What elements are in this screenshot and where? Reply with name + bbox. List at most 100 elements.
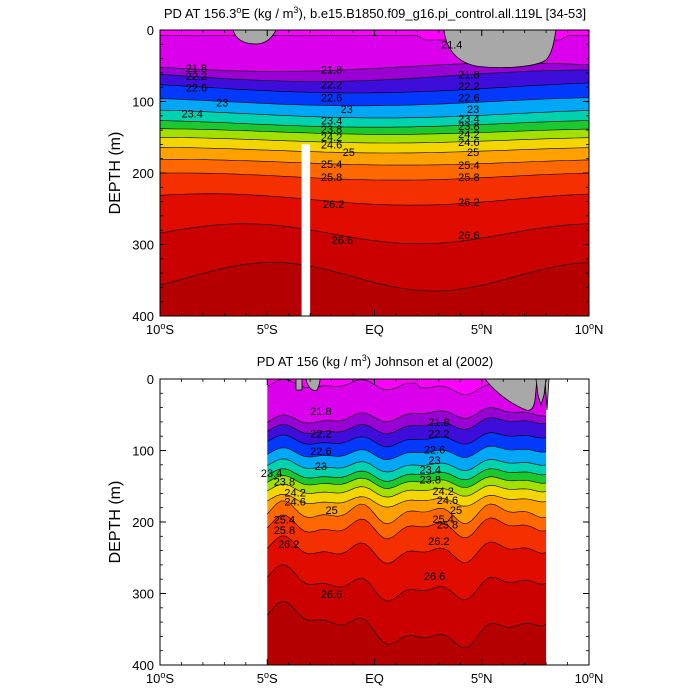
- bottom-density-band: [267, 494, 547, 524]
- bottom-density-band: [267, 379, 547, 424]
- top-contour-line: [160, 172, 589, 181]
- top-axes: 10oS 5oS EQ 5oN 10oN 0 100 200 300 400: [132, 23, 603, 337]
- top-y-tick-label: 400: [132, 309, 154, 324]
- bottom-contour-label: 21.8: [428, 417, 449, 429]
- bottom-contour-label: 22.6: [310, 446, 331, 458]
- top-contour-label: 24.2: [458, 129, 479, 141]
- top-contour-label: 25.4: [321, 159, 342, 171]
- bottom-x-tick-label: 10oS: [146, 670, 174, 686]
- top-density-band: [160, 97, 589, 118]
- top-contour-line: [160, 120, 589, 128]
- top-contour-label: 22.6: [321, 93, 342, 105]
- top-density-band: [160, 262, 589, 316]
- bottom-contour-label: 22.6: [424, 444, 445, 456]
- top-contour-line: [160, 109, 589, 119]
- top-contour-label: 21.8: [186, 63, 207, 75]
- bottom-land-hump: [305, 379, 321, 391]
- top-contour-line: [160, 159, 589, 166]
- top-x-tick-label: 5oS: [257, 321, 278, 337]
- bottom-contour-label: 25.4: [432, 514, 453, 526]
- top-density-band: [160, 110, 589, 128]
- bottom-density-band: [267, 535, 547, 601]
- bottom-contour-label: 26.2: [278, 539, 299, 551]
- bottom-contour-label: 25: [450, 505, 462, 517]
- top-y-tick-label: 300: [132, 238, 154, 253]
- top-contour-label: 25: [467, 147, 479, 159]
- top-contour-label: 24.2: [321, 132, 342, 144]
- bottom-y-axis-title: DEPTH (m): [107, 481, 124, 564]
- bottom-contour-label: 24.6: [284, 497, 305, 509]
- top-contour-label: 23.8: [458, 121, 479, 133]
- top-x-tick-label: 10oN: [575, 321, 604, 337]
- top-contour-label: 26.6: [458, 230, 479, 242]
- top-x-tick-label: EQ: [365, 322, 384, 337]
- top-contour-line: [160, 262, 589, 292]
- bottom-contour-labels: 21.822.222.62323.423.824.224.62525.425.8…: [261, 406, 462, 601]
- bottom-contour-label: 21.8: [310, 406, 331, 418]
- bottom-contour-line: [267, 564, 547, 602]
- top-contour-label: 23: [467, 104, 479, 116]
- bottom-density-band: [267, 475, 547, 498]
- top-contour-label: 24.6: [458, 137, 479, 149]
- bottom-contour-label: 25.4: [274, 514, 295, 526]
- bottom-contour-label: 26.6: [321, 589, 342, 601]
- top-x-tick-label: 5oN: [471, 321, 493, 337]
- bottom-x-tick-label: 5oN: [471, 670, 493, 686]
- bottom-density-band: [267, 515, 547, 564]
- bottom-y-tick-label: 100: [132, 444, 154, 459]
- bottom-panel: PD AT 156 (kg / m3) Johnson et al (2002)…: [107, 353, 603, 686]
- top-contour-label: 26.2: [323, 199, 344, 211]
- bottom-density-band: [267, 468, 547, 489]
- bottom-contour-label: 23: [315, 461, 327, 473]
- bottom-land-mask: [295, 379, 550, 411]
- top-contour-labels: 21.421.822.222.62323.421.822.222.62323.4…: [181, 40, 479, 247]
- bottom-contour-label: 24.2: [284, 487, 305, 499]
- top-contour-label: 26.2: [458, 197, 479, 209]
- bottom-x-tick-label: 10oN: [575, 670, 604, 686]
- top-contour-label: 22.2: [186, 71, 207, 83]
- top-contour-line: [160, 82, 589, 94]
- top-density-band: [160, 70, 589, 93]
- top-y-tick-label: 100: [132, 95, 154, 110]
- bottom-contour-label: 23.4: [261, 468, 282, 480]
- top-contour-label: 23.4: [458, 113, 479, 125]
- bottom-contour-label: 24.6: [437, 495, 458, 507]
- bottom-contour-line: [267, 500, 547, 525]
- top-y-tick-label: 200: [132, 166, 154, 181]
- bottom-density-band: [267, 407, 547, 434]
- bottom-contour-lines: [267, 379, 547, 649]
- top-density-band: [160, 193, 589, 244]
- top-land-right: [443, 30, 557, 68]
- bottom-contour-line: [267, 417, 547, 435]
- bottom-contour-label: 24.2: [432, 486, 453, 498]
- top-panel: PD AT 156.3oE (kg / m3), b.e15.B1850.f09…: [107, 5, 603, 337]
- top-contour-label: 25.8: [321, 172, 342, 184]
- top-contour-line: [160, 137, 589, 144]
- top-land-left: [232, 30, 277, 45]
- bottom-density-band: [267, 417, 547, 447]
- top-contour-label: 23.4: [181, 108, 202, 120]
- top-y-axis-title: DEPTH (m): [107, 132, 124, 215]
- bottom-contour-label: 25.8: [274, 525, 295, 537]
- top-contour-label: 25.4: [458, 160, 479, 172]
- top-contour-line: [160, 193, 589, 206]
- bottom-land-gap-left: [295, 379, 303, 391]
- top-contour-line: [160, 128, 589, 135]
- top-contour-line: [160, 97, 589, 107]
- top-contour-label: 23.8: [321, 124, 342, 136]
- bottom-density-band: [267, 379, 547, 395]
- top-title: PD AT 156.3oE (kg / m3), b.e15.B1850.f09…: [164, 5, 586, 21]
- top-contour-label: 23.4: [321, 115, 342, 127]
- bottom-density-band: [267, 459, 547, 482]
- top-density-band: [160, 62, 589, 82]
- top-land-mask-bar: [301, 144, 311, 316]
- top-contour-label: 22.2: [458, 81, 479, 93]
- top-contour-label: 22.6: [458, 93, 479, 105]
- bottom-y-tick-label: 0: [147, 372, 154, 387]
- bottom-x-tick-label: EQ: [365, 671, 384, 686]
- top-density-band: [160, 223, 589, 291]
- top-contour-label: 23: [216, 98, 228, 110]
- bottom-contour-label: 26.2: [428, 536, 449, 548]
- bottom-x-tick-label: 5oS: [257, 670, 278, 686]
